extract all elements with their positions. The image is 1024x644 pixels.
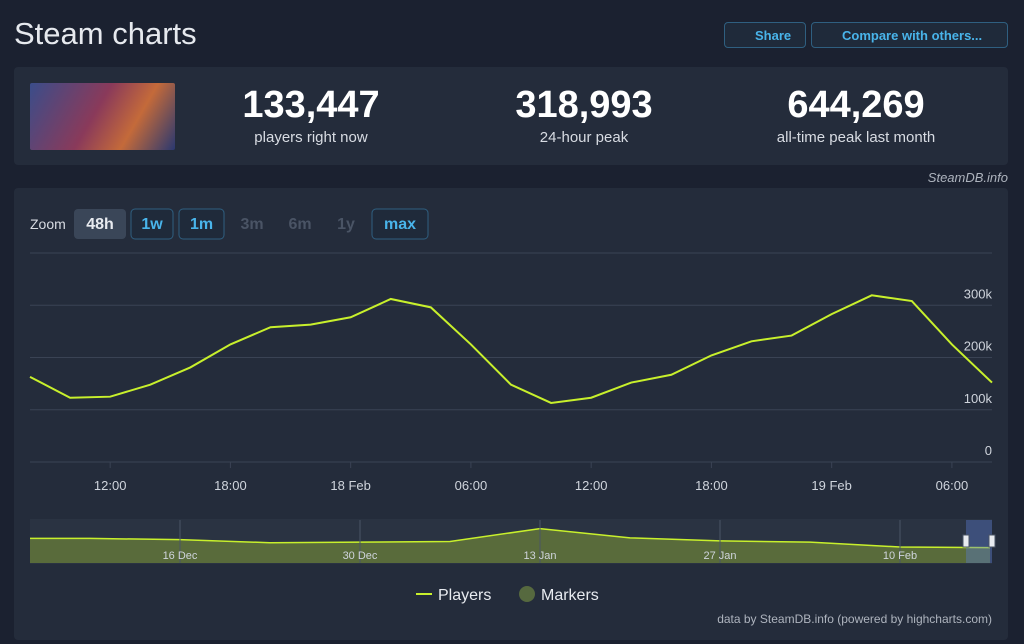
y-tick-label: 200k xyxy=(964,339,993,354)
page-title: Steam charts xyxy=(14,16,197,51)
stats-panel xyxy=(14,67,1008,165)
share-button[interactable]: Share xyxy=(724,22,806,48)
series-line xyxy=(30,527,991,549)
x-tick-label: 06:00 xyxy=(936,478,969,493)
game-thumbnail[interactable] xyxy=(30,83,175,150)
zoom-button-label[interactable]: max xyxy=(384,216,416,233)
x-tick-label: 06:00 xyxy=(455,478,488,493)
credit: SteamDB.info xyxy=(927,170,1008,185)
stat-label: players right now xyxy=(254,129,368,146)
zoom-button[interactable] xyxy=(371,208,429,240)
y-tick-label: 100k xyxy=(964,391,993,406)
stat-value: 318,993 xyxy=(515,84,653,126)
chart-panel xyxy=(14,188,1008,640)
stat: 318,993 24-hour peak xyxy=(459,84,709,146)
zoom-label: Zoom xyxy=(30,216,66,232)
zoom-button[interactable] xyxy=(130,208,174,240)
stat-value: 644,269 xyxy=(787,84,925,126)
x-tick-label: 18:00 xyxy=(695,478,728,493)
navigator-tick-label: 27 Jan xyxy=(703,550,736,562)
stat-label: all-time peak last month xyxy=(776,129,936,146)
y-tick-label: 0 xyxy=(985,443,992,458)
zoom-button-label: 3m xyxy=(240,216,263,233)
legend-label[interactable]: Players xyxy=(438,587,491,604)
stat: 644,269 all-time peak last month xyxy=(731,84,981,146)
navigator-tick-label: 30 Dec xyxy=(343,550,378,562)
series-line xyxy=(29,294,993,404)
x-tick-label: 12:00 xyxy=(94,478,127,493)
stat-label: 24-hour peak xyxy=(539,129,629,146)
navigator-selection[interactable] xyxy=(966,520,992,563)
compare-button[interactable]: Compare with others... xyxy=(811,22,1008,48)
zoom-button-label[interactable]: 1m xyxy=(190,216,213,233)
x-tick-label: 18:00 xyxy=(214,478,247,493)
zoom-button[interactable] xyxy=(178,208,225,240)
navigator-tick-label: 16 Dec xyxy=(163,550,198,562)
legend-swatch xyxy=(519,586,535,602)
chart-footer: data by SteamDB.info (powered by highcha… xyxy=(717,612,992,626)
stat: 133,447 players right now xyxy=(186,84,436,146)
zoom-button[interactable] xyxy=(74,209,126,239)
x-tick-label: 19 Feb xyxy=(811,478,851,493)
x-tick-label: 12:00 xyxy=(575,478,608,493)
navigator-series xyxy=(30,527,991,563)
navigator-bg xyxy=(30,519,992,564)
series-area xyxy=(30,528,990,563)
legend-label[interactable]: Markers xyxy=(541,587,599,604)
navigator-tick-label: 10 Feb xyxy=(883,550,917,562)
navigator-handle[interactable] xyxy=(988,534,996,548)
zoom-button-label: 6m xyxy=(288,216,311,233)
y-tick-label: 300k xyxy=(964,286,993,301)
navigator-handle[interactable] xyxy=(962,534,970,548)
stat-value: 133,447 xyxy=(242,84,380,126)
x-tick-label: 18 Feb xyxy=(330,478,370,493)
zoom-button-label: 1y xyxy=(337,216,355,233)
navigator-tick-label: 13 Jan xyxy=(523,550,556,562)
zoom-button-label[interactable]: 1w xyxy=(141,216,163,233)
zoom-button-label[interactable]: 48h xyxy=(86,216,114,233)
